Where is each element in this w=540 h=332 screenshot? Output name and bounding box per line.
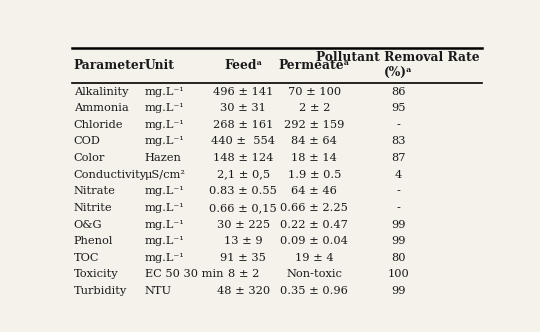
Text: mg.L⁻¹: mg.L⁻¹ bbox=[145, 87, 185, 97]
Text: 0.66 ± 2.25: 0.66 ± 2.25 bbox=[280, 203, 348, 213]
Text: 0.35 ± 0.96: 0.35 ± 0.96 bbox=[280, 286, 348, 296]
Text: 0.66 ± 0,15: 0.66 ± 0,15 bbox=[210, 203, 277, 213]
Text: 18 ± 14: 18 ± 14 bbox=[292, 153, 338, 163]
Text: 440 ±  554: 440 ± 554 bbox=[211, 136, 275, 146]
Text: 99: 99 bbox=[391, 219, 406, 229]
Text: 30 ± 31: 30 ± 31 bbox=[220, 103, 266, 113]
Text: 70 ± 100: 70 ± 100 bbox=[288, 87, 341, 97]
Text: 91 ± 35: 91 ± 35 bbox=[220, 253, 266, 263]
Text: mg.L⁻¹: mg.L⁻¹ bbox=[145, 203, 185, 213]
Text: Unit: Unit bbox=[145, 59, 175, 72]
Text: mg.L⁻¹: mg.L⁻¹ bbox=[145, 253, 185, 263]
Text: -: - bbox=[396, 120, 400, 130]
Text: μS/cm²: μS/cm² bbox=[145, 170, 186, 180]
Text: 268 ± 161: 268 ± 161 bbox=[213, 120, 273, 130]
Text: 0.22 ± 0.47: 0.22 ± 0.47 bbox=[280, 219, 348, 229]
Text: 148 ± 124: 148 ± 124 bbox=[213, 153, 273, 163]
Text: Nitrite: Nitrite bbox=[74, 203, 112, 213]
Text: 80: 80 bbox=[391, 253, 406, 263]
Text: Toxicity: Toxicity bbox=[74, 269, 118, 280]
Text: mg.L⁻¹: mg.L⁻¹ bbox=[145, 120, 185, 130]
Text: Pollutant Removal Rate
(%)ᵃ: Pollutant Removal Rate (%)ᵃ bbox=[316, 51, 480, 79]
Text: Ammonia: Ammonia bbox=[74, 103, 129, 113]
Text: Nitrate: Nitrate bbox=[74, 186, 116, 196]
Text: Chloride: Chloride bbox=[74, 120, 123, 130]
Text: 13 ± 9: 13 ± 9 bbox=[224, 236, 262, 246]
Text: Color: Color bbox=[74, 153, 105, 163]
Text: Hazen: Hazen bbox=[145, 153, 182, 163]
Text: Permeateᵃ: Permeateᵃ bbox=[279, 59, 350, 72]
Text: 83: 83 bbox=[391, 136, 406, 146]
Text: 8 ± 2: 8 ± 2 bbox=[227, 269, 259, 280]
Text: Alkalinity: Alkalinity bbox=[74, 87, 129, 97]
Text: COD: COD bbox=[74, 136, 100, 146]
Text: 87: 87 bbox=[391, 153, 406, 163]
Text: 84 ± 64: 84 ± 64 bbox=[292, 136, 338, 146]
Text: EC 50 30 min: EC 50 30 min bbox=[145, 269, 224, 280]
Text: 86: 86 bbox=[391, 87, 406, 97]
Text: Conductivity: Conductivity bbox=[74, 170, 147, 180]
Text: 95: 95 bbox=[391, 103, 406, 113]
Text: mg.L⁻¹: mg.L⁻¹ bbox=[145, 219, 185, 229]
Text: Turbidity: Turbidity bbox=[74, 286, 127, 296]
Text: -: - bbox=[396, 186, 400, 196]
Text: O&G: O&G bbox=[74, 219, 103, 229]
Text: Non-toxic: Non-toxic bbox=[287, 269, 342, 280]
Text: 0.09 ± 0.04: 0.09 ± 0.04 bbox=[280, 236, 348, 246]
Text: 30 ± 225: 30 ± 225 bbox=[217, 219, 270, 229]
Text: 0.83 ± 0.55: 0.83 ± 0.55 bbox=[210, 186, 277, 196]
Text: Phenol: Phenol bbox=[74, 236, 113, 246]
Text: 99: 99 bbox=[391, 236, 406, 246]
Text: 4: 4 bbox=[395, 170, 402, 180]
Text: mg.L⁻¹: mg.L⁻¹ bbox=[145, 236, 185, 246]
Text: mg.L⁻¹: mg.L⁻¹ bbox=[145, 103, 185, 113]
Text: 19 ± 4: 19 ± 4 bbox=[295, 253, 334, 263]
Text: 48 ± 320: 48 ± 320 bbox=[217, 286, 270, 296]
Text: -: - bbox=[396, 203, 400, 213]
Text: Feedᵃ: Feedᵃ bbox=[224, 59, 262, 72]
Text: 99: 99 bbox=[391, 286, 406, 296]
Text: 2,1 ± 0,5: 2,1 ± 0,5 bbox=[217, 170, 270, 180]
Text: Parameter: Parameter bbox=[74, 59, 146, 72]
Text: mg.L⁻¹: mg.L⁻¹ bbox=[145, 136, 185, 146]
Text: 100: 100 bbox=[387, 269, 409, 280]
Text: NTU: NTU bbox=[145, 286, 172, 296]
Text: 64 ± 46: 64 ± 46 bbox=[292, 186, 338, 196]
Text: 2 ± 2: 2 ± 2 bbox=[299, 103, 330, 113]
Text: mg.L⁻¹: mg.L⁻¹ bbox=[145, 186, 185, 196]
Text: TOC: TOC bbox=[74, 253, 99, 263]
Text: 1.9 ± 0.5: 1.9 ± 0.5 bbox=[288, 170, 341, 180]
Text: 496 ± 141: 496 ± 141 bbox=[213, 87, 273, 97]
Text: 292 ± 159: 292 ± 159 bbox=[284, 120, 345, 130]
